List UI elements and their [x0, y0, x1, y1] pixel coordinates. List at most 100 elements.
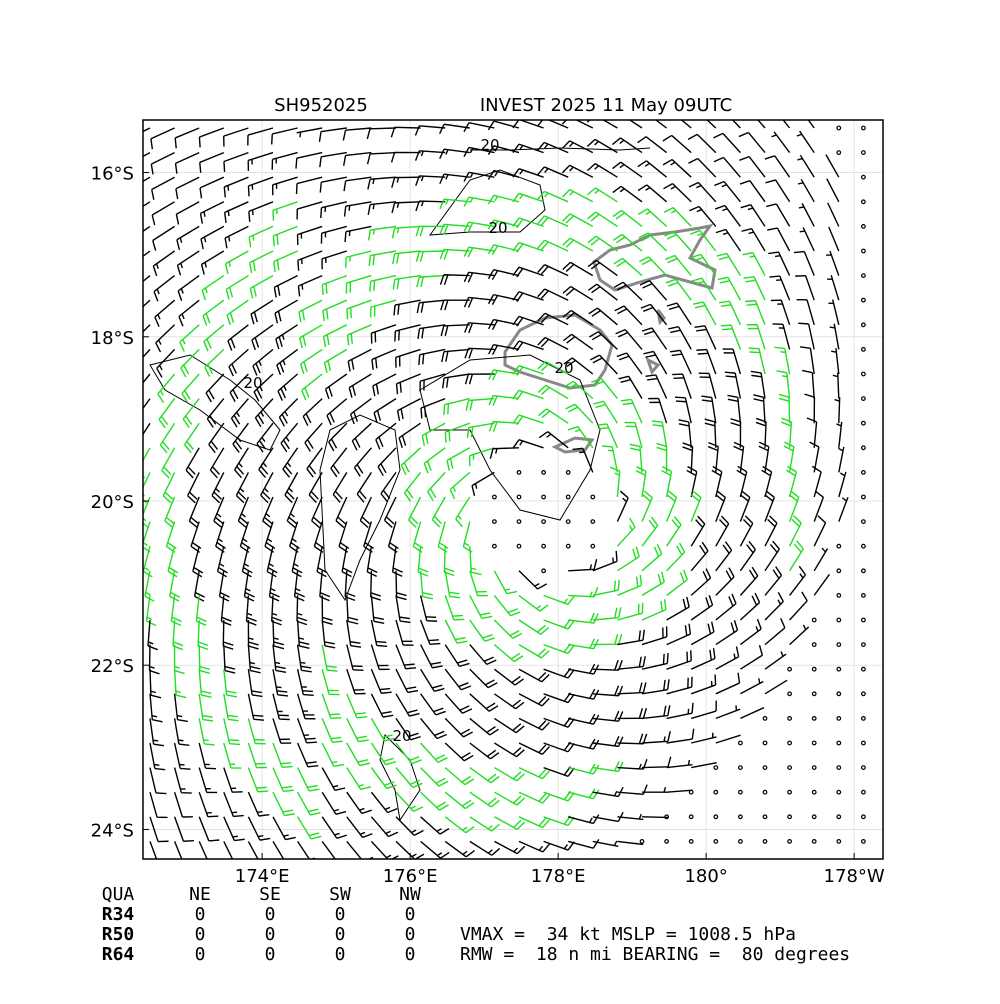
wind-barb [370, 840, 399, 859]
wind-barb [713, 156, 741, 178]
wind-barb [613, 281, 643, 301]
wind-barb [761, 465, 773, 498]
wind-barb [237, 496, 250, 529]
wind-barb [441, 348, 470, 363]
wind-barb [537, 384, 569, 400]
wind-barb [198, 718, 215, 746]
wind-barb [200, 225, 225, 250]
wind-barb [345, 274, 372, 294]
calm-dot [590, 543, 596, 549]
table-cell: 0 [405, 924, 416, 945]
wind-barb [691, 762, 717, 769]
wind-barb [586, 120, 618, 129]
calm-dot [836, 691, 842, 697]
calm-dot [861, 642, 866, 647]
wind-barb [396, 397, 421, 422]
wind-barb [153, 275, 176, 302]
wind-barb [827, 275, 840, 301]
wind-barb [392, 274, 421, 290]
wind-barb [488, 344, 520, 356]
calm-dot [861, 519, 866, 524]
wind-barb [537, 360, 569, 375]
wind-barb [367, 176, 397, 190]
calm-dot [738, 814, 743, 820]
wind-barb [666, 789, 693, 793]
wind-barb [802, 369, 815, 399]
calm-dot [762, 740, 768, 746]
wind-barb [666, 650, 692, 670]
wind-barb [390, 126, 421, 138]
table-header: NE [189, 884, 211, 905]
wind-barb [715, 228, 741, 252]
wind-barb [328, 422, 348, 452]
wind-barb [635, 466, 647, 498]
wind-barb [715, 567, 735, 596]
wind-barb [587, 283, 618, 301]
wind-barb [493, 644, 524, 663]
wind-barb [664, 230, 692, 252]
calm-dot [492, 543, 497, 549]
wind-barb [512, 192, 544, 203]
wind-barb [347, 348, 372, 372]
wind-barb [592, 736, 624, 748]
wind-barb [537, 215, 569, 228]
wind-barb [798, 322, 815, 350]
wind-barb [825, 154, 840, 178]
wind-barb [688, 157, 717, 178]
wind-barb [220, 595, 232, 626]
wind-barb [154, 299, 176, 327]
wind-barb [444, 619, 468, 644]
wind-barb [324, 373, 348, 400]
wind-barb [258, 447, 274, 478]
calm-dot [787, 691, 792, 697]
wind-barb [299, 348, 323, 375]
wind-barb [143, 324, 151, 333]
wind-barb [617, 840, 644, 846]
wind-barb [298, 299, 323, 323]
wind-barb [568, 838, 600, 849]
wind-barb [746, 323, 766, 350]
wind-barb [243, 570, 255, 602]
wind-barb [297, 274, 323, 297]
wind-barb [444, 742, 474, 762]
wind-barb [537, 120, 569, 129]
calm-dot [787, 740, 792, 746]
wind-barb [321, 619, 336, 649]
wind-barb [209, 447, 225, 479]
wind-barb [321, 767, 346, 791]
wind-barb [518, 594, 549, 612]
calm-dot [861, 223, 866, 229]
wind-barb [181, 373, 200, 403]
wind-barb [587, 187, 618, 203]
wind-barb [662, 134, 692, 154]
wind-barb [739, 180, 766, 203]
wind-barb [665, 490, 678, 522]
calm-dot [836, 593, 842, 598]
wind-barb [420, 767, 449, 787]
wind-barb [440, 324, 470, 337]
wind-barb [284, 472, 299, 504]
wind-barb [444, 644, 470, 668]
wind-barb [439, 274, 470, 286]
wind-barb [241, 546, 253, 578]
calm-dot [762, 765, 768, 770]
wind-barb [322, 324, 348, 347]
wind-barb [371, 348, 397, 370]
coastline [645, 357, 661, 375]
wind-barb [431, 496, 446, 528]
wind-barb [161, 447, 176, 479]
wind-barb [192, 546, 204, 578]
wind-barb [444, 717, 474, 738]
wind-barb [204, 348, 225, 377]
calm-dot [811, 740, 817, 746]
table-cell: 0 [195, 924, 206, 945]
wind-barb [280, 422, 299, 453]
wind-barb [764, 566, 783, 596]
wind-barb [439, 248, 470, 260]
wind-barb [226, 299, 249, 326]
calm-dot [836, 642, 842, 647]
wind-barb [272, 669, 289, 697]
wind-barb [149, 841, 158, 859]
wind-barb [641, 490, 653, 522]
table-cell: 0 [265, 944, 276, 965]
